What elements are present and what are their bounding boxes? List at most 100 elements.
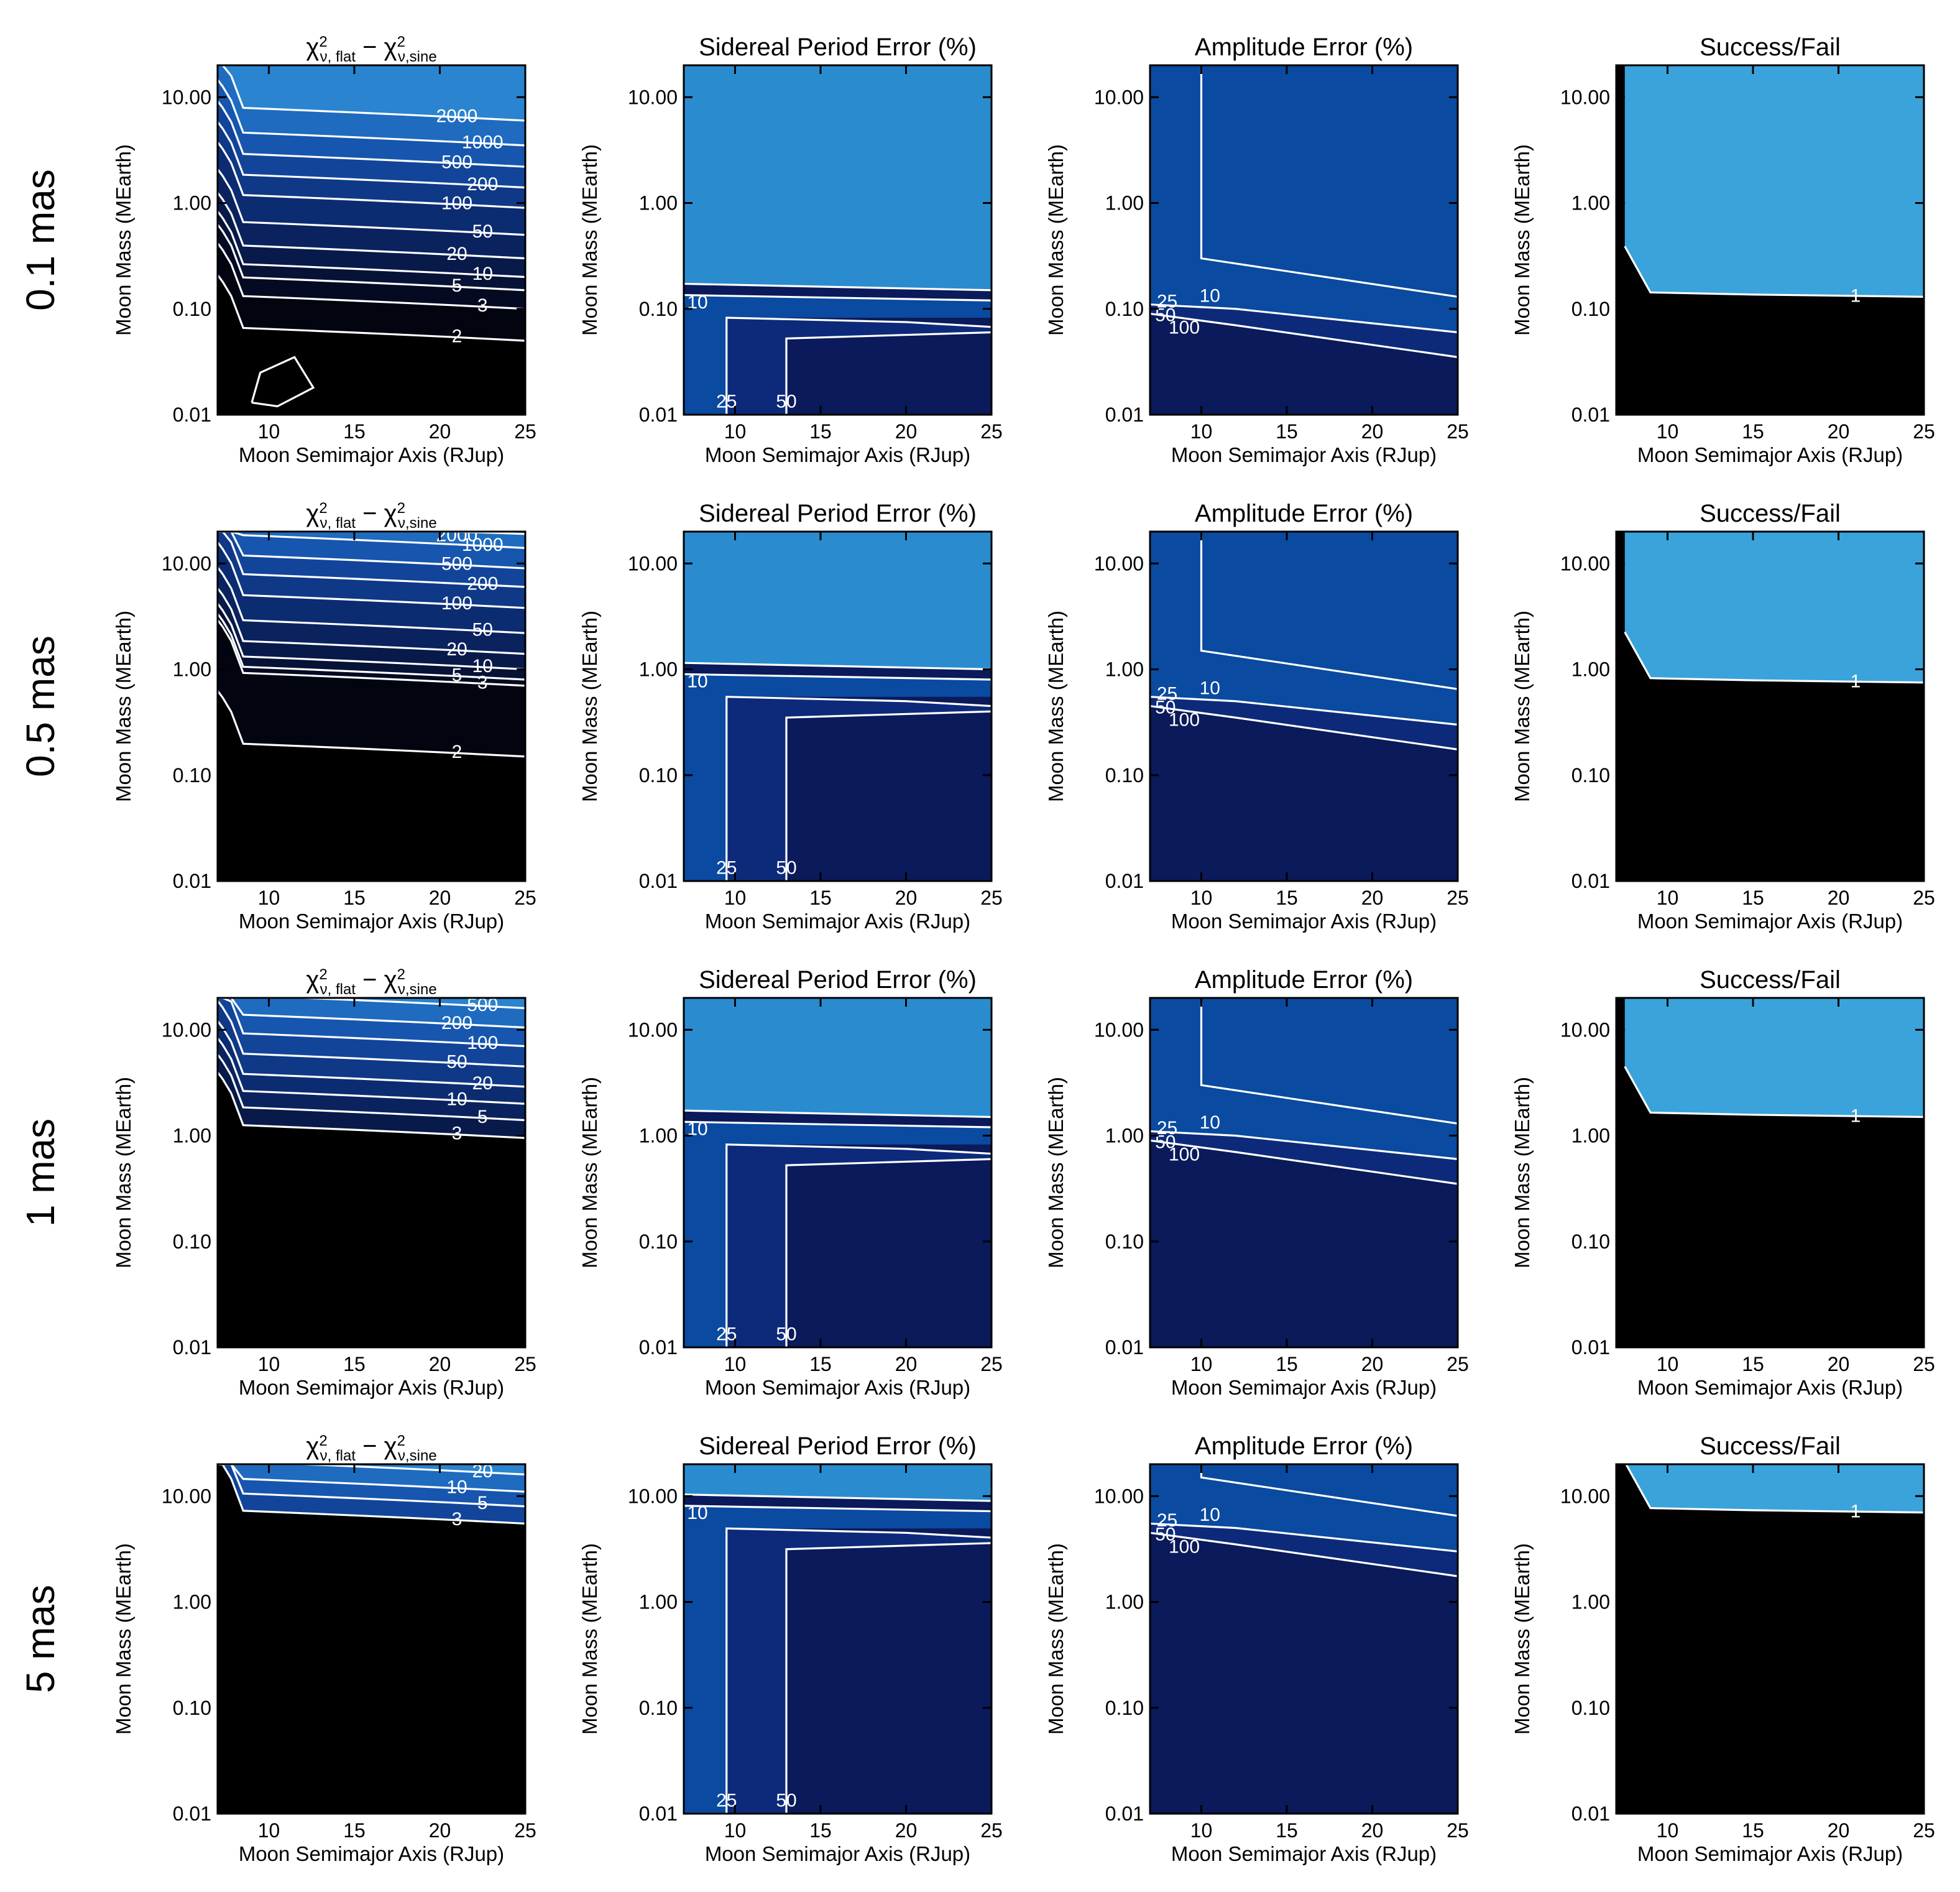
y-tick-label: 0.10 [639, 1230, 678, 1253]
x-tick-label: 10 [1657, 887, 1679, 909]
x-tick-label: 20 [1361, 887, 1384, 909]
contour-label: 500 [467, 995, 498, 1015]
contour-line [684, 1493, 992, 1502]
y-tick-label: 10.00 [162, 86, 211, 108]
contour-label: 1000 [462, 132, 504, 152]
y-tick-label: 10.00 [628, 1485, 678, 1507]
x-tick-label: 15 [343, 887, 366, 909]
contour-label: 1 [1851, 671, 1861, 692]
plot-frame [216, 1463, 527, 1815]
contour-line [1200, 536, 1458, 690]
contour-label: 10 [472, 656, 493, 676]
y-axis-label: Moon Mass (MEarth) [1511, 611, 1534, 802]
contour-label: 10 [1200, 678, 1220, 698]
contour-line [218, 998, 525, 1010]
x-axis-label: Moon Semimajor Axis (RJup) [705, 1376, 970, 1399]
x-tick-label: 15 [343, 1819, 366, 1842]
contour-label: 50 [446, 1052, 467, 1073]
plot-frame [216, 64, 527, 416]
period-band-low [684, 532, 992, 670]
contour-label: 25 [716, 392, 737, 412]
contour-line [725, 316, 992, 415]
contour-line [218, 541, 525, 609]
plot-frame [1615, 1463, 1925, 1815]
x-tick-label: 10 [724, 420, 747, 443]
x-tick-label: 20 [429, 1353, 451, 1375]
contour-line [1150, 1139, 1458, 1185]
y-tick-label: 1.00 [1105, 658, 1144, 681]
panel-period: 10 25 50 Sidereal Period Error (%) 10 15 20 25 0… [578, 500, 1003, 933]
contour-label: 1 [1851, 285, 1861, 306]
y-tick-label: 10.00 [1094, 1018, 1144, 1041]
y-tick-label: 0.10 [173, 298, 211, 320]
x-tick-label: 20 [429, 420, 451, 443]
x-tick-label: 25 [1447, 887, 1469, 909]
contour-label: 500 [441, 553, 472, 574]
contour-line [1200, 70, 1458, 298]
x-tick-label: 10 [258, 1819, 280, 1842]
x-tick-label: 10 [258, 887, 280, 909]
y-tick-label: 0.10 [1105, 764, 1144, 787]
y-axis-label: Moon Mass (MEarth) [1511, 144, 1534, 336]
x-tick-label: 25 [980, 887, 1003, 909]
x-tick-label: 15 [1742, 1819, 1764, 1842]
x-tick-label: 25 [1913, 1819, 1935, 1842]
contour-line [218, 1020, 525, 1088]
panel-title: Success/Fail [1700, 966, 1841, 994]
x-tick-label: 20 [1361, 420, 1384, 443]
y-tick-label: 1.00 [173, 1591, 211, 1613]
contour-line [725, 1527, 992, 1814]
panel-title: χ2 ν, flat − χ2 ν,sine [306, 34, 436, 65]
x-axis-label: Moon Semimajor Axis (RJup) [705, 443, 970, 466]
x-tick-label: 15 [343, 1353, 366, 1375]
contour-line [218, 532, 525, 549]
amplitude-band-10-25 [1158, 532, 1458, 690]
x-axis-label: Moon Semimajor Axis (RJup) [1171, 1842, 1437, 1865]
x-tick-label: 25 [1913, 887, 1935, 909]
y-tick-label: 0.10 [173, 1697, 211, 1719]
contour-line [1150, 312, 1458, 358]
x-axis-label: Moon Semimajor Axis (RJup) [239, 910, 504, 933]
y-tick-label: 0.10 [1571, 1697, 1610, 1719]
y-tick-label: 0.10 [1571, 298, 1610, 320]
amplitude-band-10-25 [1158, 1464, 1458, 1516]
contour-line [218, 141, 525, 209]
contour-line [1624, 1066, 1924, 1119]
x-tick-label: 15 [809, 1353, 832, 1375]
y-tick-label: 10.00 [1560, 1018, 1610, 1041]
contour-line [218, 613, 525, 681]
contour-line [1150, 1531, 1458, 1577]
contour-line [684, 662, 992, 671]
contour-line [684, 1120, 992, 1128]
contour-line [684, 282, 992, 292]
contour-label: 5 [477, 1107, 488, 1127]
y-axis-label: Moon Mass (MEarth) [112, 1543, 135, 1735]
x-tick-label: 25 [1447, 1819, 1469, 1842]
x-tick-label: 15 [1276, 1819, 1298, 1842]
y-tick-label: 10.00 [162, 1018, 211, 1041]
contour-label: 200 [441, 1013, 472, 1033]
y-tick-label: 0.01 [1105, 870, 1144, 892]
y-tick-label: 0.01 [173, 1802, 211, 1825]
contour-label: 5 [477, 1493, 488, 1513]
contour-line [218, 1037, 525, 1105]
contour-line [218, 532, 525, 570]
y-tick-label: 0.01 [173, 404, 211, 426]
contour-line [218, 1071, 525, 1139]
y-tick-label: 1.00 [1571, 192, 1610, 215]
y-tick-label: 0.01 [639, 404, 678, 426]
period-band-10-25 [684, 1122, 992, 1347]
x-tick-label: 20 [1361, 1819, 1384, 1842]
y-axis-label: Moon Mass (MEarth) [1511, 1077, 1534, 1268]
contour-label: 200 [467, 573, 498, 594]
plot-frame [1149, 997, 1459, 1349]
period-band-25-50 [726, 317, 992, 415]
success-region [1624, 998, 1924, 1117]
contour-label: 25 [716, 1324, 737, 1345]
contour-label: 50 [776, 1791, 796, 1811]
x-tick-label: 20 [1361, 1353, 1384, 1375]
x-tick-label: 10 [724, 1353, 747, 1375]
row-label: 0.5 mas [18, 635, 63, 777]
contour-label: 3 [477, 295, 488, 316]
x-tick-label: 25 [1447, 1353, 1469, 1375]
